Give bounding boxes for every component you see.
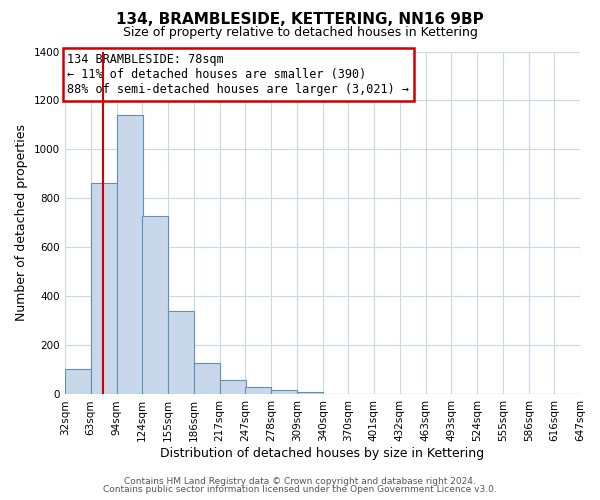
- Text: 134, BRAMBLESIDE, KETTERING, NN16 9BP: 134, BRAMBLESIDE, KETTERING, NN16 9BP: [116, 12, 484, 28]
- Text: Contains HM Land Registry data © Crown copyright and database right 2024.: Contains HM Land Registry data © Crown c…: [124, 477, 476, 486]
- Bar: [220, 380, 245, 394]
- Text: Contains public sector information licensed under the Open Government Licence v3: Contains public sector information licen…: [103, 485, 497, 494]
- X-axis label: Distribution of detached houses by size in Kettering: Distribution of detached houses by size …: [160, 447, 484, 460]
- Bar: [245, 387, 271, 394]
- Bar: [116, 115, 143, 394]
- Bar: [142, 216, 168, 394]
- Bar: [91, 182, 116, 394]
- Bar: [271, 390, 297, 394]
- Bar: [297, 392, 323, 394]
- Bar: [194, 362, 220, 394]
- Bar: [168, 311, 194, 394]
- Y-axis label: Number of detached properties: Number of detached properties: [15, 124, 28, 322]
- Text: 134 BRAMBLESIDE: 78sqm
← 11% of detached houses are smaller (390)
88% of semi-de: 134 BRAMBLESIDE: 78sqm ← 11% of detached…: [67, 53, 409, 96]
- Bar: [65, 368, 91, 394]
- Text: Size of property relative to detached houses in Kettering: Size of property relative to detached ho…: [122, 26, 478, 39]
